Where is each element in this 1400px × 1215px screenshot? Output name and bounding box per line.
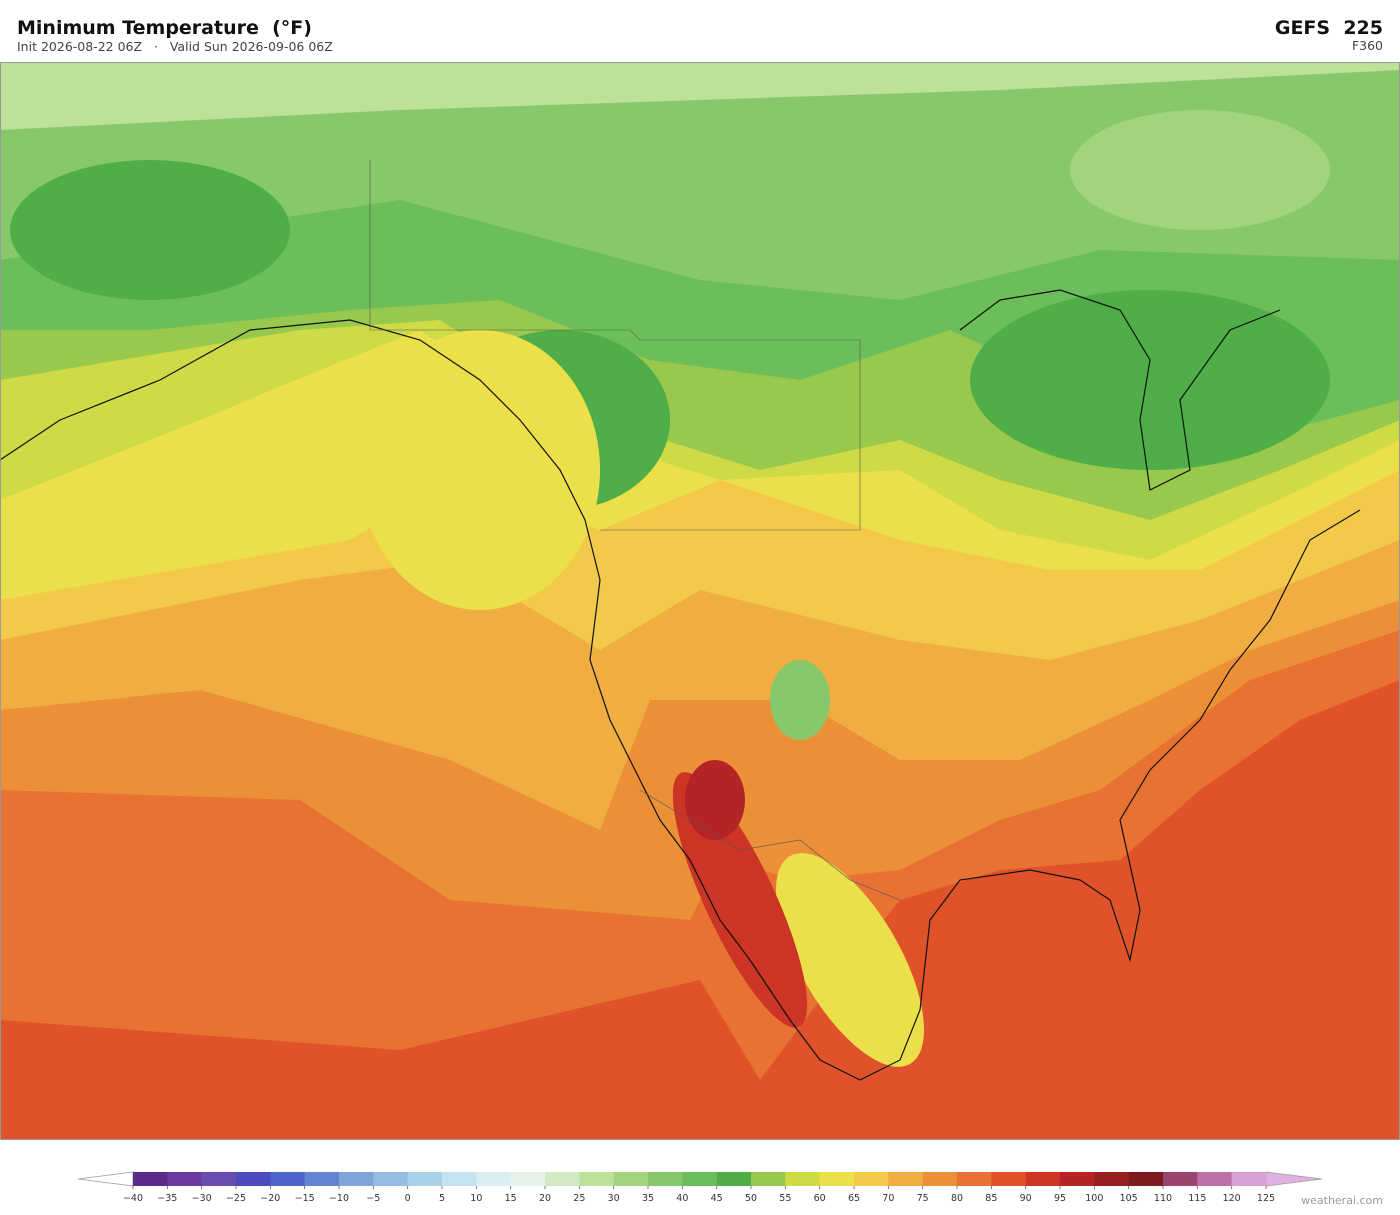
colorbar-tick-label: 50 <box>745 1193 757 1204</box>
colorbar-tick-label: 90 <box>1020 1193 1032 1204</box>
colorbar-segment <box>613 1172 649 1186</box>
map-field <box>776 853 924 1067</box>
colorbar-extend-high <box>1265 1171 1323 1187</box>
map-field <box>10 160 290 300</box>
map-field <box>685 760 745 840</box>
colorbar-tick-label: 100 <box>1085 1193 1103 1204</box>
colorbar-tick-label: 10 <box>470 1193 482 1204</box>
map-field <box>0 62 1400 300</box>
colorbar-segment <box>579 1172 614 1186</box>
colorbar-tick-label: 5 <box>439 1193 445 1204</box>
colorbar-tick-label: −35 <box>157 1193 177 1204</box>
colorbar-segment <box>1197 1172 1232 1186</box>
colorbar-tick-label: 45 <box>711 1193 723 1204</box>
colorbar-segment <box>201 1172 237 1186</box>
colorbar-extend-low <box>77 1171 134 1187</box>
colorbar-segment <box>1094 1172 1129 1186</box>
border <box>639 789 901 901</box>
colorbar-segment <box>1060 1172 1095 1186</box>
colorbar-segment <box>339 1172 374 1186</box>
map-field <box>970 290 1330 470</box>
colorbar-segment <box>854 1172 889 1186</box>
colorbar-tick-label: −5 <box>366 1193 380 1204</box>
colorbar-tick-label: 70 <box>882 1193 894 1204</box>
colorbar-tick-label: 30 <box>608 1193 620 1204</box>
colorbar-segment <box>373 1172 408 1186</box>
colorbar-tick-label: 15 <box>505 1193 517 1204</box>
colorbar-segment <box>888 1172 923 1186</box>
colorbar-segment <box>682 1172 717 1186</box>
colorbar-segment <box>957 1172 992 1186</box>
colorbar-segment <box>407 1172 443 1186</box>
colorbar-segment <box>1025 1172 1061 1186</box>
title: Minimum Temperature (°F) <box>17 17 312 39</box>
colorbar-tick-label: 105 <box>1120 1193 1138 1204</box>
colorbar-segment <box>785 1172 820 1186</box>
colorbar-tick-label: 55 <box>779 1193 791 1204</box>
colorbar-segment <box>510 1172 546 1186</box>
watermark: weatherai.com <box>1301 1194 1383 1207</box>
colorbar-segment <box>167 1172 202 1186</box>
colorbar-tick-label: −15 <box>295 1193 315 1204</box>
colorbar-tick-label: 85 <box>985 1193 997 1204</box>
colorbar-tick-label: −30 <box>192 1193 212 1204</box>
colorbar-segment <box>304 1172 340 1186</box>
coastline <box>959 289 1281 491</box>
colorbar-segment <box>1163 1172 1198 1186</box>
colorbar: −40 −35 −30 −25 −20 −15 −10 −5 0 5 10 15 20 25 30 35 40 4… <box>77 1171 1323 1204</box>
colorbar-tick-label: 0 <box>405 1193 411 1204</box>
colorbar-segment <box>1128 1172 1164 1186</box>
colorbar-tick-label: 60 <box>814 1193 826 1204</box>
border <box>369 160 861 531</box>
coastline <box>0 319 1361 1081</box>
colorbar-tick-label: −25 <box>226 1193 246 1204</box>
colorbar-tick-label: 20 <box>539 1193 551 1204</box>
colorbar-segment <box>133 1172 168 1186</box>
colorbar-tick-label: 35 <box>642 1193 654 1204</box>
colorbar-tick-label: 40 <box>676 1193 688 1204</box>
colorbar-segment <box>819 1172 855 1186</box>
map-field <box>0 62 1400 130</box>
colorbar-tick-label: 95 <box>1054 1193 1066 1204</box>
map-field <box>360 330 600 610</box>
subtitle: Init 2026-08-22 06Z · Valid Sun 2026-09-… <box>17 39 333 54</box>
map <box>0 62 1400 1140</box>
colorbar-tick-label: 80 <box>951 1193 963 1204</box>
colorbar-segment <box>1231 1172 1267 1186</box>
colorbar-tick-label: −20 <box>260 1193 280 1204</box>
colorbar-tick-label: 125 <box>1257 1193 1275 1204</box>
colorbar-tick-label: 110 <box>1154 1193 1172 1204</box>
colorbar-segment <box>716 1172 752 1186</box>
colorbar-segment <box>236 1172 271 1186</box>
colorbar-segment <box>476 1172 511 1186</box>
map-field <box>1070 110 1330 230</box>
colorbar-tick-label: 65 <box>848 1193 860 1204</box>
colorbar-tick-label: −10 <box>329 1193 349 1204</box>
colorbar-tick-label: −40 <box>123 1193 143 1204</box>
colorbar-segment <box>922 1172 958 1186</box>
forecast-hour: F360 <box>1352 38 1383 53</box>
colorbar-tick-label: 75 <box>917 1193 929 1204</box>
model-label: GEFS 225 <box>1275 17 1383 39</box>
colorbar-segment <box>648 1172 683 1186</box>
colorbar-segment <box>991 1172 1026 1186</box>
colorbar-tick-label: 115 <box>1188 1193 1206 1204</box>
colorbar-segment <box>270 1172 305 1186</box>
colorbar-segment <box>751 1172 786 1186</box>
map-field <box>770 660 830 740</box>
colorbar-tick-label: 25 <box>573 1193 585 1204</box>
colorbar-segment <box>442 1172 477 1186</box>
colorbar-segment <box>545 1172 580 1186</box>
colorbar-tick-label: 120 <box>1223 1193 1241 1204</box>
